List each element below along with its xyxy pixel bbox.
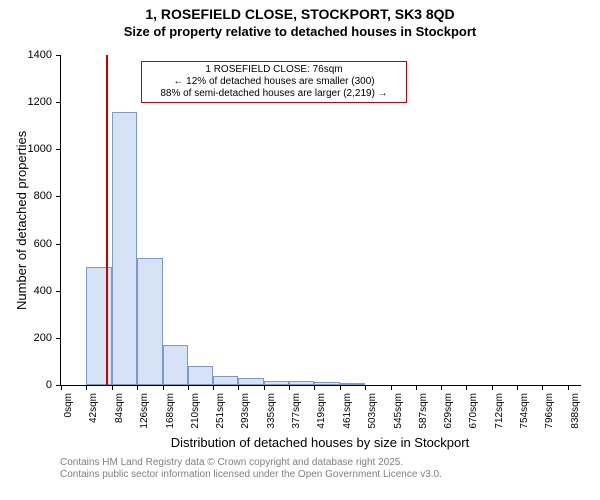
ytick-label: 1000 bbox=[22, 143, 52, 155]
xtick-mark bbox=[416, 385, 417, 390]
xtick-mark bbox=[238, 385, 239, 390]
annotation-line: 88% of semi-detached houses are larger (… bbox=[146, 88, 402, 100]
xtick-mark bbox=[568, 385, 569, 390]
xtick-mark bbox=[61, 385, 62, 390]
xtick-label: 629sqm bbox=[443, 393, 454, 433]
xtick-label: 838sqm bbox=[570, 393, 581, 433]
histogram-bar bbox=[112, 112, 137, 385]
histogram-bar bbox=[86, 267, 111, 385]
xtick-mark bbox=[264, 385, 265, 390]
xtick-label: 210sqm bbox=[190, 393, 201, 433]
ytick-mark bbox=[56, 291, 61, 292]
xtick-label: 419sqm bbox=[316, 393, 327, 433]
xtick-mark bbox=[289, 385, 290, 390]
histogram-bar bbox=[264, 381, 289, 385]
xtick-label: 587sqm bbox=[418, 393, 429, 433]
xtick-mark bbox=[213, 385, 214, 390]
xtick-label: 84sqm bbox=[114, 393, 125, 433]
xtick-mark bbox=[391, 385, 392, 390]
chart-container: 1, ROSEFIELD CLOSE, STOCKPORT, SK3 8QD S… bbox=[0, 0, 600, 500]
xtick-mark bbox=[542, 385, 543, 390]
histogram-bar bbox=[340, 383, 365, 385]
xtick-mark bbox=[163, 385, 164, 390]
xtick-label: 0sqm bbox=[63, 393, 74, 433]
xtick-label: 251sqm bbox=[215, 393, 226, 433]
chart-subtitle: Size of property relative to detached ho… bbox=[0, 24, 600, 39]
xtick-mark bbox=[466, 385, 467, 390]
y-axis-label: Number of detached properties bbox=[14, 131, 29, 310]
xtick-label: 42sqm bbox=[88, 393, 99, 433]
xtick-label: 670sqm bbox=[468, 393, 479, 433]
xtick-mark bbox=[86, 385, 87, 390]
xtick-label: 503sqm bbox=[367, 393, 378, 433]
ytick-label: 200 bbox=[22, 332, 52, 344]
histogram-bar bbox=[163, 345, 188, 385]
xtick-mark bbox=[137, 385, 138, 390]
xtick-label: 461sqm bbox=[342, 393, 353, 433]
histogram-bar bbox=[289, 381, 314, 385]
x-axis-label: Distribution of detached houses by size … bbox=[60, 435, 580, 450]
annotation-box: 1 ROSEFIELD CLOSE: 76sqm← 12% of detache… bbox=[141, 61, 407, 103]
plot-area: 1 ROSEFIELD CLOSE: 76sqm← 12% of detache… bbox=[60, 55, 581, 386]
ytick-label: 0 bbox=[22, 379, 52, 391]
ytick-mark bbox=[56, 149, 61, 150]
histogram-bar bbox=[314, 382, 339, 385]
xtick-mark bbox=[441, 385, 442, 390]
histogram-bar bbox=[188, 366, 213, 385]
ytick-label: 1400 bbox=[22, 49, 52, 61]
xtick-mark bbox=[340, 385, 341, 390]
xtick-mark bbox=[365, 385, 366, 390]
histogram-bar bbox=[238, 378, 263, 385]
xtick-label: 712sqm bbox=[494, 393, 505, 433]
ytick-mark bbox=[56, 55, 61, 56]
xtick-label: 168sqm bbox=[165, 393, 176, 433]
footnote-2: Contains public sector information licen… bbox=[60, 469, 442, 480]
xtick-label: 796sqm bbox=[544, 393, 555, 433]
xtick-mark bbox=[188, 385, 189, 390]
ytick-mark bbox=[56, 338, 61, 339]
xtick-label: 293sqm bbox=[240, 393, 251, 433]
ytick-label: 1200 bbox=[22, 96, 52, 108]
ytick-mark bbox=[56, 196, 61, 197]
reference-line bbox=[106, 55, 108, 385]
footnote-1: Contains HM Land Registry data © Crown c… bbox=[60, 457, 403, 468]
xtick-label: 377sqm bbox=[291, 393, 302, 433]
xtick-label: 335sqm bbox=[266, 393, 277, 433]
xtick-mark bbox=[492, 385, 493, 390]
xtick-label: 126sqm bbox=[139, 393, 150, 433]
ytick-mark bbox=[56, 244, 61, 245]
histogram-bar bbox=[213, 376, 238, 385]
ytick-label: 400 bbox=[22, 285, 52, 297]
histogram-bar bbox=[137, 258, 162, 385]
chart-title: 1, ROSEFIELD CLOSE, STOCKPORT, SK3 8QD bbox=[0, 6, 600, 22]
annotation-line: ← 12% of detached houses are smaller (30… bbox=[146, 76, 402, 88]
xtick-label: 545sqm bbox=[393, 393, 404, 433]
xtick-mark bbox=[517, 385, 518, 390]
annotation-line: 1 ROSEFIELD CLOSE: 76sqm bbox=[146, 64, 402, 76]
ytick-label: 600 bbox=[22, 238, 52, 250]
xtick-label: 754sqm bbox=[519, 393, 530, 433]
xtick-mark bbox=[112, 385, 113, 390]
ytick-label: 800 bbox=[22, 190, 52, 202]
xtick-mark bbox=[314, 385, 315, 390]
ytick-mark bbox=[56, 102, 61, 103]
